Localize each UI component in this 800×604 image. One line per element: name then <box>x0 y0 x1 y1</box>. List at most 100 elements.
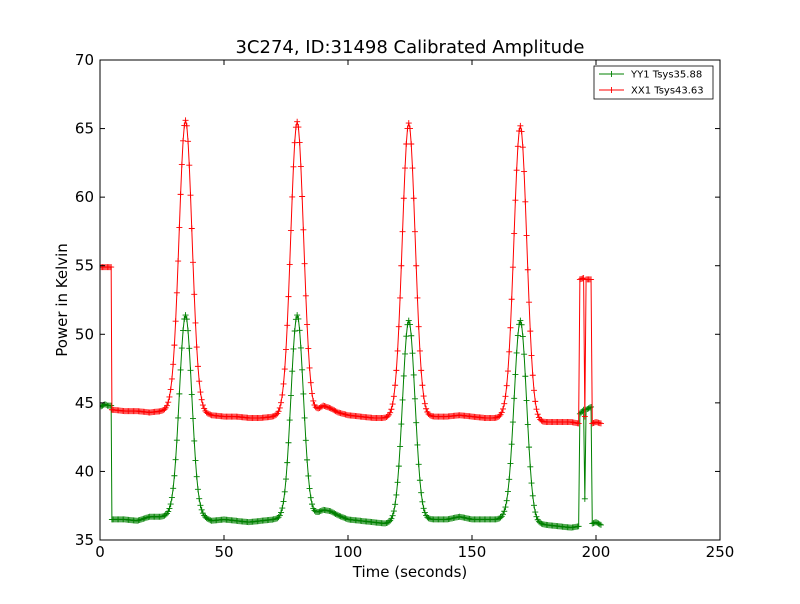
data-point <box>159 407 165 414</box>
data-point <box>524 421 531 428</box>
data-point <box>280 380 287 387</box>
data-point <box>309 501 316 508</box>
data-point <box>294 312 301 319</box>
data-point <box>191 291 198 298</box>
data-point <box>304 456 311 463</box>
data-point <box>302 292 309 299</box>
data-point <box>182 117 189 124</box>
data-point <box>322 403 329 410</box>
data-point <box>508 441 515 448</box>
data-point <box>166 393 173 400</box>
data-point <box>400 195 407 202</box>
data-point <box>531 502 537 509</box>
legend: YY1 Tsys35.88 XX1 Tsys43.63 <box>593 65 714 100</box>
data-point <box>501 400 508 407</box>
data-point <box>323 403 330 410</box>
data-point <box>197 389 204 396</box>
data-point <box>328 508 335 515</box>
data-point <box>405 120 412 127</box>
data-point <box>190 415 196 422</box>
data-point <box>196 378 203 385</box>
data-point <box>581 413 588 420</box>
legend-marker <box>608 71 615 77</box>
data-point <box>421 400 428 407</box>
data-point <box>199 402 206 409</box>
data-point <box>161 406 168 413</box>
data-point <box>581 495 588 502</box>
data-point <box>301 414 308 421</box>
data-point <box>504 488 511 495</box>
data-point <box>533 406 540 413</box>
data-point <box>593 519 599 526</box>
legend-box <box>593 65 714 100</box>
data-point <box>589 420 596 427</box>
data-point <box>502 504 509 511</box>
data-point <box>338 513 345 520</box>
data-point <box>407 125 413 132</box>
data-point <box>207 411 214 418</box>
data-point <box>194 486 201 493</box>
data-point <box>172 456 179 463</box>
x-tick-label: 150 <box>458 543 487 561</box>
chart-title: 3C274, ID:31498 Calibrated Amplitude <box>235 37 584 58</box>
data-point <box>527 328 534 335</box>
data-point <box>503 497 510 504</box>
data-point <box>388 406 395 413</box>
data-point <box>198 396 205 403</box>
data-point <box>198 506 205 513</box>
data-point <box>506 476 513 483</box>
data-point <box>281 366 288 373</box>
data-point <box>397 294 404 301</box>
data-point <box>597 420 604 427</box>
data-point <box>511 230 518 237</box>
data-point <box>170 361 177 368</box>
data-point <box>160 513 167 520</box>
data-point <box>397 443 404 450</box>
data-point <box>413 419 420 426</box>
data-point <box>578 275 585 282</box>
data-point <box>330 509 337 516</box>
series-xx1 <box>100 117 604 427</box>
data-point <box>418 489 425 496</box>
data-point <box>390 508 397 515</box>
data-point <box>163 402 170 409</box>
data-point <box>294 118 301 125</box>
data-point <box>399 396 406 403</box>
data-point <box>316 404 323 411</box>
data-point <box>304 321 311 328</box>
data-point <box>414 441 421 448</box>
data-point <box>188 391 195 398</box>
data-point <box>287 227 294 234</box>
data-point <box>279 505 286 512</box>
data-point <box>330 406 337 413</box>
data-point <box>521 168 528 175</box>
data-point <box>177 191 184 198</box>
data-point <box>331 407 338 414</box>
data-point <box>331 510 338 517</box>
data-point <box>173 289 180 296</box>
data-point <box>389 401 396 408</box>
data-point <box>186 162 193 169</box>
data-point <box>295 315 302 322</box>
data-point <box>299 366 306 373</box>
data-point <box>528 352 535 359</box>
data-point <box>519 144 526 151</box>
data-point <box>419 382 426 389</box>
data-point <box>513 167 520 174</box>
data-point <box>197 502 204 509</box>
data-point <box>500 511 506 518</box>
data-point <box>585 405 592 412</box>
data-point <box>300 226 307 233</box>
data-point <box>395 323 402 330</box>
data-point <box>512 197 519 204</box>
data-point <box>588 276 595 283</box>
data-point <box>310 397 317 404</box>
data-point <box>502 393 509 400</box>
data-point <box>192 457 199 464</box>
data-point <box>305 472 312 479</box>
data-point <box>108 264 115 271</box>
y-tick-label: 70 <box>75 51 94 69</box>
data-point <box>190 259 196 266</box>
data-point <box>415 323 422 330</box>
